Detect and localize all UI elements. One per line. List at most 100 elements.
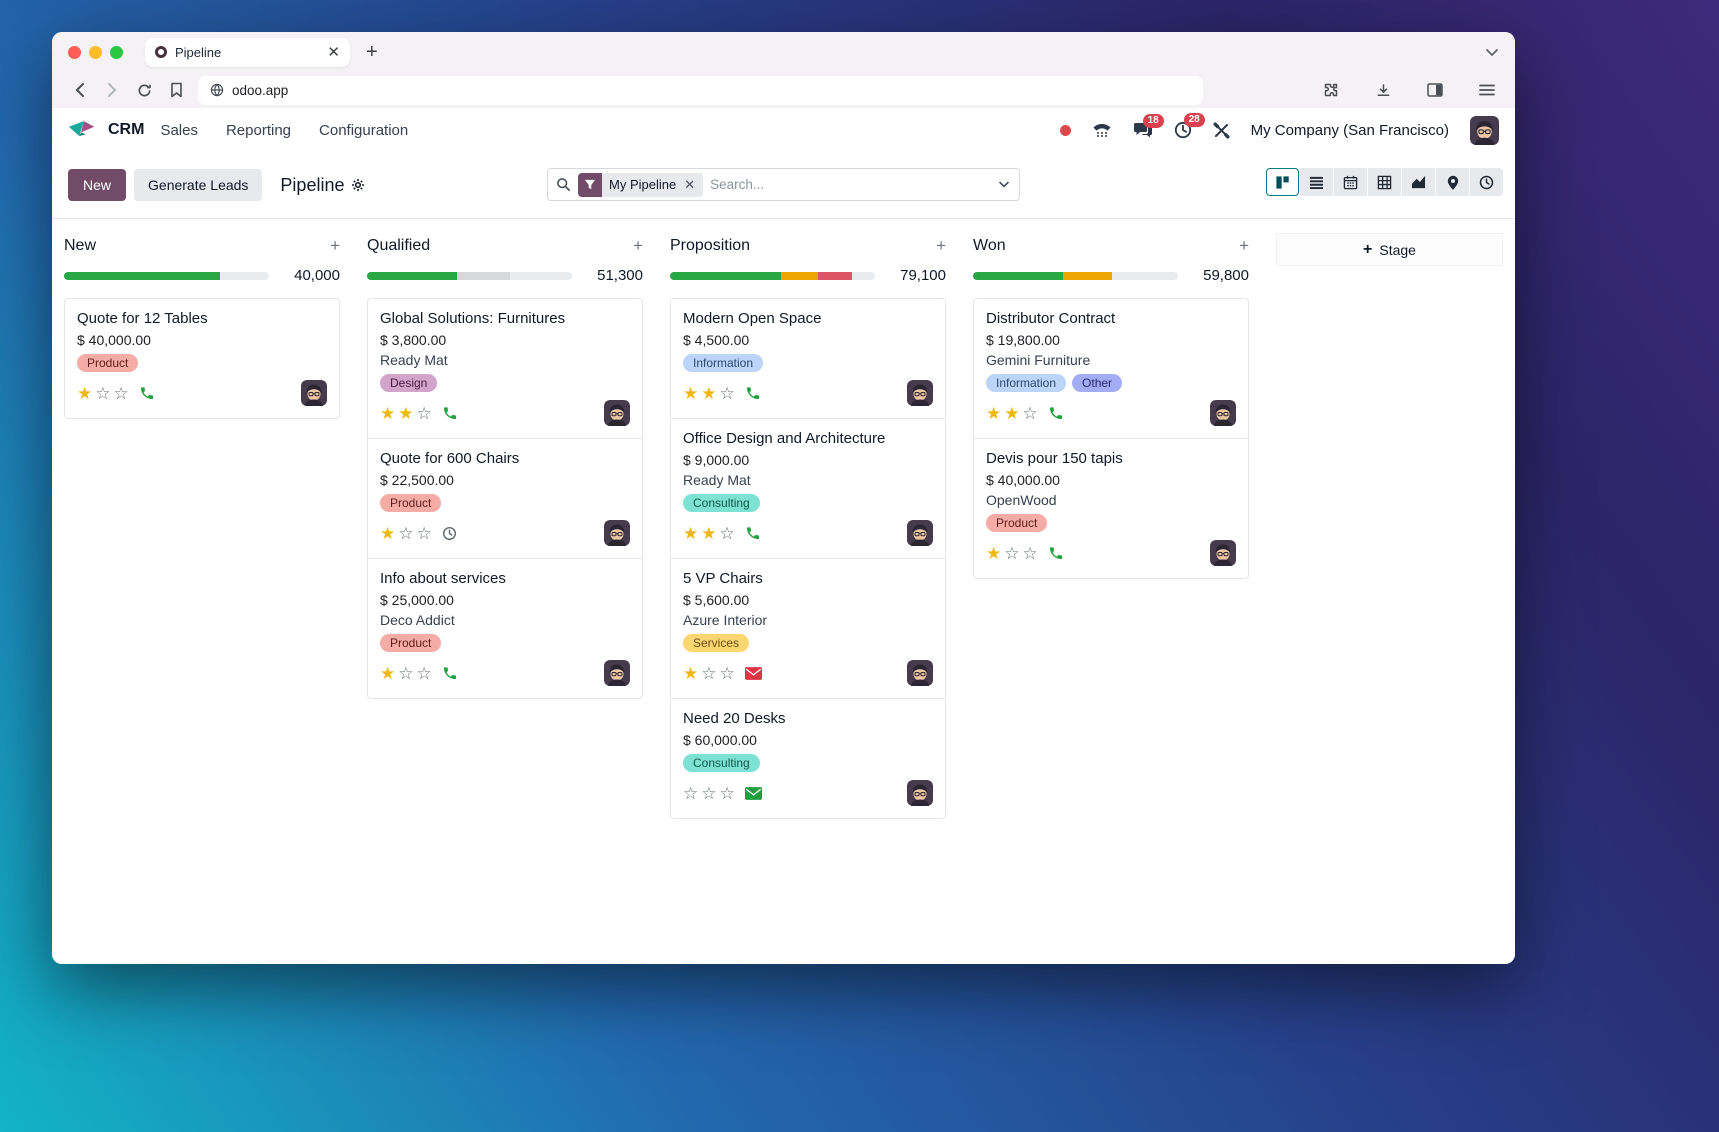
- star-icon[interactable]: ☆: [113, 383, 129, 403]
- star-icon[interactable]: ★: [1004, 403, 1020, 423]
- phone-icon[interactable]: [1048, 545, 1064, 561]
- star-icon[interactable]: ☆: [95, 383, 111, 403]
- star-icon[interactable]: ★: [683, 663, 699, 683]
- priority-stars[interactable]: ★ ★ ☆: [683, 385, 735, 402]
- view-pivot-button[interactable]: [1368, 168, 1401, 196]
- search-dropdown-chevron-icon[interactable]: [999, 181, 1011, 188]
- kanban-card[interactable]: Quote for 12 Tables $ 40,000.00 Product …: [64, 298, 340, 419]
- maximize-window-button[interactable]: [110, 45, 123, 59]
- priority-stars[interactable]: ★ ★ ☆: [683, 525, 735, 542]
- star-icon[interactable]: ☆: [416, 663, 432, 683]
- phone-icon[interactable]: [1048, 405, 1064, 421]
- kanban-card[interactable]: Quote for 600 Chairs $ 22,500.00 Product…: [367, 438, 643, 559]
- phone-icon[interactable]: [442, 405, 458, 421]
- kanban-card[interactable]: Info about services $ 25,000.00 Deco Add…: [367, 558, 643, 699]
- menu-icon[interactable]: [1475, 78, 1499, 102]
- star-icon[interactable]: ★: [380, 663, 396, 683]
- forward-icon[interactable]: [100, 78, 124, 102]
- search-facet[interactable]: My Pipeline ✕: [578, 172, 704, 197]
- star-icon[interactable]: ☆: [398, 523, 414, 543]
- view-map-button[interactable]: [1436, 168, 1469, 196]
- salesperson-avatar[interactable]: [301, 380, 327, 406]
- star-icon[interactable]: ★: [683, 523, 699, 543]
- clock-icon[interactable]: [442, 526, 457, 541]
- kanban-card[interactable]: Office Design and Architecture $ 9,000.0…: [670, 418, 946, 559]
- sidebar-panel-icon[interactable]: [1423, 78, 1447, 102]
- phone-icon[interactable]: [745, 525, 761, 541]
- softphone-icon[interactable]: [1092, 122, 1112, 138]
- view-activity-button[interactable]: [1470, 168, 1503, 196]
- priority-stars[interactable]: ★ ☆ ☆: [683, 665, 735, 682]
- add-stage-button[interactable]: + Stage: [1276, 233, 1503, 266]
- star-icon[interactable]: ☆: [398, 663, 414, 683]
- activities-clock-icon[interactable]: 28: [1174, 113, 1205, 139]
- priority-stars[interactable]: ★ ☆ ☆: [380, 525, 432, 542]
- view-calendar-button[interactable]: [1334, 168, 1367, 196]
- odoo-logo-icon[interactable]: [68, 120, 98, 141]
- star-icon[interactable]: ★: [683, 383, 699, 403]
- star-icon[interactable]: ★: [398, 403, 414, 423]
- kanban-card[interactable]: 5 VP Chairs $ 5,600.00 Azure Interior Se…: [670, 558, 946, 699]
- generate-leads-button[interactable]: Generate Leads: [134, 169, 263, 201]
- priority-stars[interactable]: ★ ★ ☆: [986, 405, 1038, 422]
- new-button[interactable]: New: [68, 169, 127, 201]
- kanban-card[interactable]: Need 20 Desks $ 60,000.00 Consulting ☆ ☆ ☆: [670, 698, 946, 819]
- menu-reporting[interactable]: Reporting: [225, 121, 292, 139]
- priority-stars[interactable]: ★ ☆ ☆: [77, 385, 129, 402]
- reload-icon[interactable]: [132, 78, 156, 102]
- tab-close-icon[interactable]: ✕: [327, 43, 340, 61]
- search-input[interactable]: [710, 177, 992, 192]
- salesperson-avatar[interactable]: [907, 380, 933, 406]
- salesperson-avatar[interactable]: [1210, 540, 1236, 566]
- url-bar[interactable]: odoo.app: [198, 75, 1203, 105]
- quick-add-icon[interactable]: +: [1239, 236, 1249, 255]
- star-icon[interactable]: ☆: [1022, 403, 1038, 423]
- priority-stars[interactable]: ★ ☆ ☆: [986, 545, 1038, 562]
- priority-stars[interactable]: ★ ☆ ☆: [380, 665, 432, 682]
- star-icon[interactable]: ☆: [701, 663, 717, 683]
- star-icon[interactable]: ☆: [719, 523, 735, 543]
- star-icon[interactable]: ★: [986, 403, 1002, 423]
- priority-stars[interactable]: ★ ★ ☆: [380, 405, 432, 422]
- view-graph-button[interactable]: [1402, 168, 1435, 196]
- column-progressbar[interactable]: [973, 271, 1178, 280]
- minimize-window-button[interactable]: [89, 45, 102, 59]
- star-icon[interactable]: ☆: [1022, 543, 1038, 563]
- kanban-card[interactable]: Distributor Contract $ 19,800.00 Gemini …: [973, 298, 1249, 439]
- salesperson-avatar[interactable]: [907, 520, 933, 546]
- star-icon[interactable]: ★: [380, 523, 396, 543]
- quick-add-icon[interactable]: +: [936, 236, 946, 255]
- star-icon[interactable]: ☆: [719, 383, 735, 403]
- salesperson-avatar[interactable]: [604, 400, 630, 426]
- star-icon[interactable]: ★: [701, 383, 717, 403]
- star-icon[interactable]: ☆: [416, 523, 432, 543]
- phone-icon[interactable]: [442, 665, 458, 681]
- view-list-button[interactable]: [1300, 168, 1333, 196]
- messages-icon[interactable]: 18: [1133, 113, 1164, 139]
- envelope-green-icon[interactable]: [744, 786, 762, 800]
- browser-tab[interactable]: Pipeline ✕: [145, 37, 350, 67]
- column-progressbar[interactable]: [670, 271, 875, 280]
- kanban-card[interactable]: Devis pour 150 tapis $ 40,000.00 OpenWoo…: [973, 438, 1249, 579]
- tab-list-chevron-icon[interactable]: [1485, 48, 1499, 57]
- star-icon[interactable]: ☆: [701, 783, 717, 803]
- view-kanban-button[interactable]: [1266, 168, 1299, 196]
- tools-icon[interactable]: [1213, 122, 1230, 139]
- star-icon[interactable]: ★: [77, 383, 93, 403]
- menu-configuration[interactable]: Configuration: [319, 121, 409, 139]
- salesperson-avatar[interactable]: [907, 660, 933, 686]
- salesperson-avatar[interactable]: [1210, 400, 1236, 426]
- search-bar[interactable]: My Pipeline ✕: [547, 168, 1020, 201]
- star-icon[interactable]: ☆: [416, 403, 432, 423]
- salesperson-avatar[interactable]: [604, 520, 630, 546]
- extensions-puzzle-icon[interactable]: [1319, 78, 1343, 102]
- phone-icon[interactable]: [139, 385, 155, 401]
- download-icon[interactable]: [1371, 78, 1395, 102]
- salesperson-avatar[interactable]: [907, 780, 933, 806]
- user-avatar[interactable]: [1470, 115, 1499, 145]
- kanban-card[interactable]: Modern Open Space $ 4,500.00 Information…: [670, 298, 946, 419]
- envelope-red-icon[interactable]: [744, 666, 762, 680]
- star-icon[interactable]: ☆: [719, 783, 735, 803]
- quick-add-icon[interactable]: +: [633, 236, 643, 255]
- facet-remove-icon[interactable]: ✕: [684, 176, 696, 192]
